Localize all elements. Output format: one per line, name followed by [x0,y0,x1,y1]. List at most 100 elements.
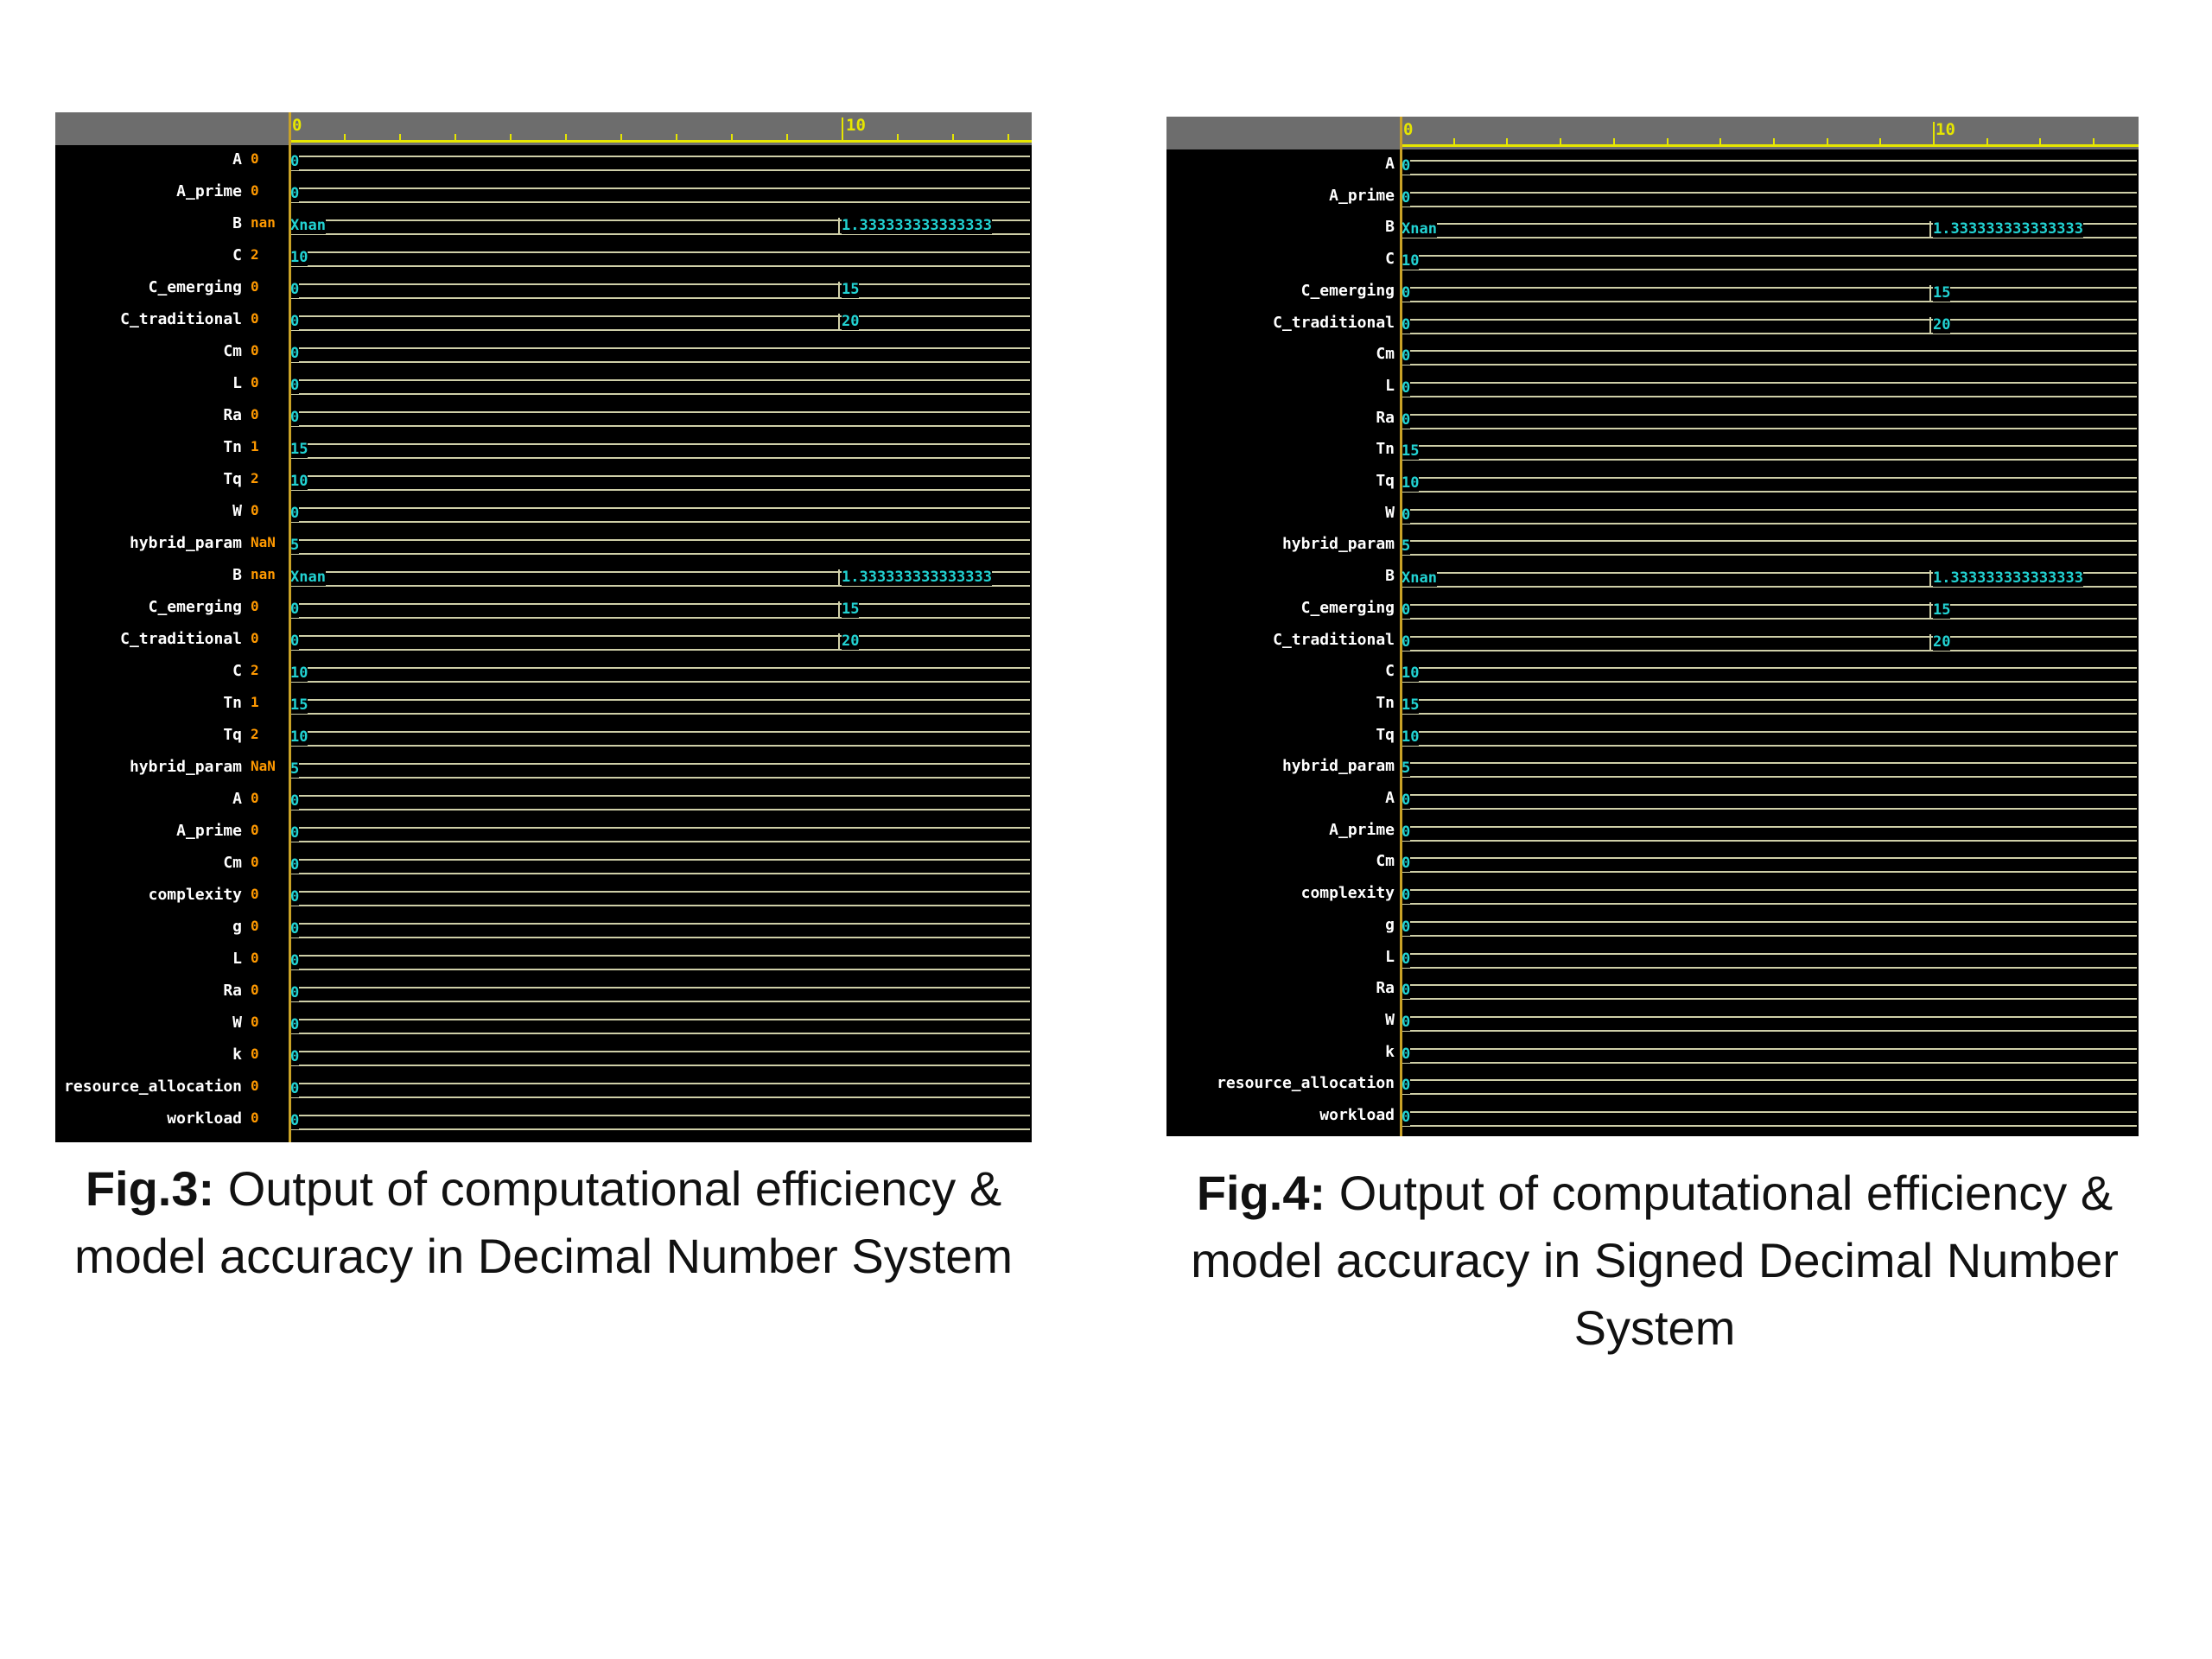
signal-name[interactable]: C_traditional [1273,313,1395,332]
waveform-row[interactable]: 0 [1400,974,2139,1006]
signal-name[interactable]: Cm [1376,852,1395,871]
signal-row[interactable]: Tq [1166,721,1400,753]
waveform-row[interactable]: 10 [289,465,1032,497]
waveform-row[interactable]: 0 [289,976,1032,1008]
signal-row[interactable]: workload [1166,1101,1400,1133]
waveform-row[interactable]: 0 [1400,1038,2139,1070]
waveform-row[interactable]: 0 [1400,784,2139,816]
signal-row[interactable]: A [1166,784,1400,816]
signal-name[interactable]: Cm [1376,345,1395,364]
waveform-row[interactable]: 0 [1400,943,2139,975]
waveform-row[interactable]: 5 [1400,530,2139,562]
waveform-row[interactable]: 0 20 [1400,626,2139,658]
signal-row[interactable]: resource_allocation [1166,1069,1400,1101]
waveform-row[interactable]: 10 [1400,657,2139,689]
signal-name[interactable]: C_emerging [1300,281,1395,300]
waveform-row[interactable]: Xnan 1.333333333333333 [289,209,1032,241]
waveform-row[interactable]: 15 [1400,689,2139,721]
signal-row[interactable]: Ra [1166,974,1400,1006]
waveform-row[interactable]: 0 [289,817,1032,849]
waveform-row[interactable]: 0 [289,401,1032,433]
waveform-row[interactable]: 0 [1400,372,2139,404]
waveform-row[interactable]: 0 20 [289,305,1032,337]
waveform-row[interactable]: Xnan 1.333333333333333 [1400,562,2139,594]
signal-row[interactable]: A [55,785,247,817]
signal-name[interactable]: k [232,1046,242,1064]
signal-row[interactable]: Tq [55,465,247,497]
waveform-row[interactable]: 0 [1400,1069,2139,1101]
signal-row[interactable]: A [1166,149,1400,181]
signal-row[interactable]: W [1166,499,1400,531]
signal-name[interactable]: A [1385,789,1395,807]
signal-name[interactable]: C_traditional [120,630,242,648]
waveform-row[interactable]: 0 [289,1072,1032,1104]
signal-name[interactable]: resource_allocation [64,1077,242,1096]
waveform-row[interactable]: 0 [1400,499,2139,531]
waveform-row[interactable]: 10 [1400,245,2139,276]
signal-row[interactable]: Tq [1166,467,1400,499]
signal-name[interactable]: g [232,918,242,936]
signal-row[interactable]: Cm [55,337,247,369]
signal-name[interactable]: Ra [1376,979,1395,998]
signal-name[interactable]: Cm [223,342,242,360]
signal-name[interactable]: g [1385,915,1395,934]
signal-name[interactable]: C_traditional [1273,630,1395,649]
pane-divider[interactable] [1400,117,1402,1136]
waveform-row[interactable]: 0 [1400,340,2139,372]
waveform-row[interactable]: 0 [289,145,1032,177]
waveform-row[interactable]: 15 [289,433,1032,465]
signal-name[interactable]: C [232,662,242,680]
waveform-row[interactable]: 0 [1400,181,2139,213]
signal-name[interactable]: L [232,950,242,968]
waveform-row[interactable]: 10 [289,241,1032,273]
signal-name[interactable]: Tn [1376,693,1395,712]
signal-name[interactable]: hybrid_param [1281,757,1395,776]
signal-name[interactable]: Cm [223,854,242,872]
signal-row[interactable]: W [55,1008,247,1040]
signal-row[interactable]: C_emerging [1166,594,1400,626]
signal-row[interactable]: g [55,912,247,944]
signal-row[interactable]: Ra [55,976,247,1008]
waveform-row[interactable]: 0 [1400,1101,2139,1133]
signal-name[interactable]: B [232,214,242,232]
waveform-row[interactable]: 0 15 [289,593,1032,625]
signal-name[interactable]: C [232,246,242,264]
signal-name[interactable]: hybrid_param [129,758,242,776]
signal-name[interactable]: W [1385,503,1395,522]
signal-row[interactable]: Tn [1166,689,1400,721]
signal-name[interactable]: B [232,566,242,584]
signal-row[interactable]: hybrid_param [1166,752,1400,784]
signal-row[interactable]: Tn [1166,435,1400,467]
signal-name[interactable]: complexity [148,886,242,904]
signal-name[interactable]: C_emerging [1300,598,1395,617]
signal-name[interactable]: resource_allocation [1217,1074,1395,1093]
waveform-row[interactable]: 0 [289,177,1032,209]
signal-name[interactable]: Ra [223,982,242,1000]
signal-row[interactable]: complexity [55,880,247,912]
signal-name[interactable]: C [1385,250,1395,269]
signal-row[interactable]: A [55,145,247,177]
waveform-row[interactable]: 0 20 [289,625,1032,657]
waveform-row[interactable]: 0 15 [1400,276,2139,308]
waveform-row[interactable]: 0 [289,337,1032,369]
waveform-row[interactable]: 0 [289,880,1032,912]
waveform-row[interactable]: 0 15 [289,273,1032,305]
signal-row[interactable]: hybrid_param [55,753,247,785]
time-ruler[interactable]: 0 10 [1400,117,2139,149]
waveform-row[interactable]: 0 [289,1040,1032,1072]
signal-row[interactable]: C_emerging [55,273,247,305]
signal-row[interactable]: Cm [55,849,247,880]
waveform-row[interactable]: 0 [289,369,1032,401]
waveform-row[interactable]: 0 [1400,1006,2139,1038]
signal-name[interactable]: B [1385,218,1395,237]
signal-row[interactable]: C_emerging [55,593,247,625]
waveform-row[interactable]: 5 [289,529,1032,561]
signal-row[interactable]: resource_allocation [55,1072,247,1104]
signal-row[interactable]: L [1166,372,1400,404]
waveform-row[interactable]: 0 [1400,911,2139,943]
signal-row[interactable]: g [1166,911,1400,943]
signal-row[interactable]: C_traditional [1166,626,1400,658]
signal-row[interactable]: C_traditional [55,305,247,337]
signal-name[interactable]: B [1385,567,1395,586]
waveform-row[interactable]: 0 [1400,149,2139,181]
